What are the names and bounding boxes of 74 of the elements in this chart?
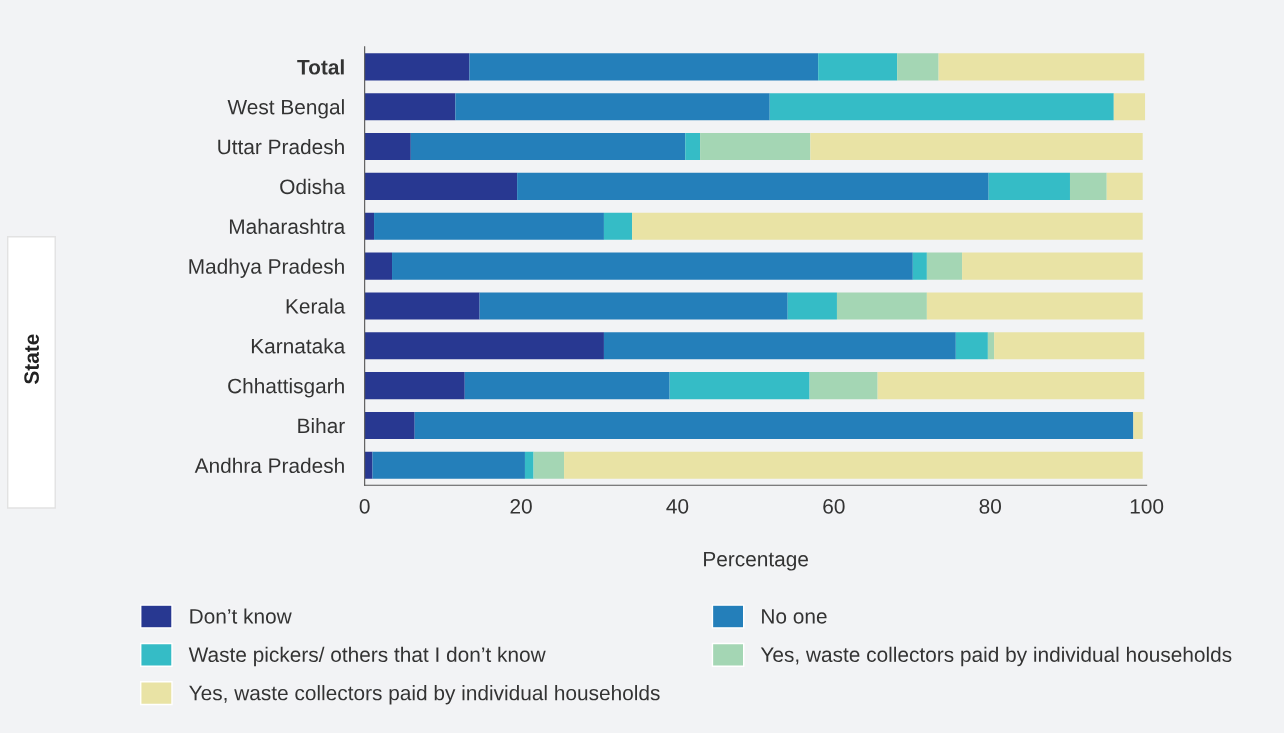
bar: [364, 132, 411, 161]
bar: [374, 212, 604, 240]
bar: [364, 332, 604, 360]
bar: [810, 132, 1143, 161]
bar: [769, 93, 1114, 121]
bar: [464, 372, 670, 400]
bar: [603, 212, 633, 240]
legend-label: Yes, waste collectors paid by individual households: [760, 646, 1232, 667]
bar: [926, 292, 1143, 320]
bar: [700, 132, 811, 161]
bar: [994, 332, 1145, 360]
legend-label: No one: [762, 609, 827, 624]
bar: [364, 172, 518, 200]
bar: [836, 292, 927, 320]
bar: [988, 172, 1070, 200]
bar: [962, 252, 1143, 280]
y-tick-label: Maharashtra: [229, 218, 346, 234]
x-tick-label: 40: [666, 498, 689, 514]
bar: [926, 252, 963, 280]
bar: [632, 212, 1143, 240]
bar: [364, 212, 375, 240]
x-tick-label: 20: [510, 498, 532, 514]
bar: [469, 53, 819, 81]
bar: [1106, 172, 1143, 200]
bar: [364, 292, 480, 320]
bar: [364, 411, 415, 440]
bar: [787, 292, 837, 320]
bar: [392, 252, 913, 280]
bar: [1069, 172, 1107, 200]
bar: [669, 372, 810, 400]
text: State: [24, 334, 39, 385]
y-tick-label: Kerala: [286, 298, 346, 314]
bar: [685, 132, 701, 161]
bar: [364, 93, 456, 121]
y-tick-label: Karnataka: [251, 338, 346, 354]
bar: [533, 451, 565, 479]
y-tick-label: Madhya Pradesh: [189, 258, 344, 278]
bar: [364, 53, 470, 81]
legend-label: Don’t know: [190, 608, 292, 624]
bar: [818, 53, 898, 81]
legend-label: Yes, waste collectors paid by individual households: [189, 685, 660, 705]
bar: [987, 332, 995, 360]
bar: [938, 53, 1145, 81]
bar: [455, 93, 770, 121]
y-tick-label: Andhra Pradesh: [194, 457, 344, 474]
bar: [897, 53, 939, 81]
y-tick-label: West Bengal: [227, 99, 344, 119]
bar: [603, 332, 956, 360]
bar: [564, 451, 1143, 479]
x-tick-label: 60: [823, 498, 845, 514]
y-tick-label: Bihar: [298, 417, 345, 434]
bar: [524, 451, 534, 479]
bar: [364, 372, 465, 400]
y-tick-label: Uttar Pradesh: [218, 138, 344, 155]
x-axis-title: Percentage: [704, 551, 808, 571]
bar: [372, 451, 525, 479]
bar: [1113, 93, 1146, 121]
bar: [809, 372, 878, 400]
x-tick-label: 0: [359, 498, 370, 514]
bar: [479, 292, 788, 320]
legend-label: Waste pickers/ others that I don’t know: [188, 646, 546, 667]
x-tick-label: 100: [1130, 498, 1164, 514]
bar: [955, 332, 988, 360]
bar: [1133, 411, 1143, 440]
y-tick-label: Chhattisgarh: [228, 378, 344, 398]
bar: [517, 172, 989, 200]
bar: [410, 132, 686, 161]
bar: [912, 252, 927, 280]
bar: [877, 372, 1145, 400]
x-tick-label: 80: [979, 498, 1001, 514]
y-tick-label: Total: [297, 59, 344, 75]
y-tick-label: Odisha: [280, 178, 346, 195]
bar: [414, 411, 1134, 440]
bar: [364, 252, 393, 280]
